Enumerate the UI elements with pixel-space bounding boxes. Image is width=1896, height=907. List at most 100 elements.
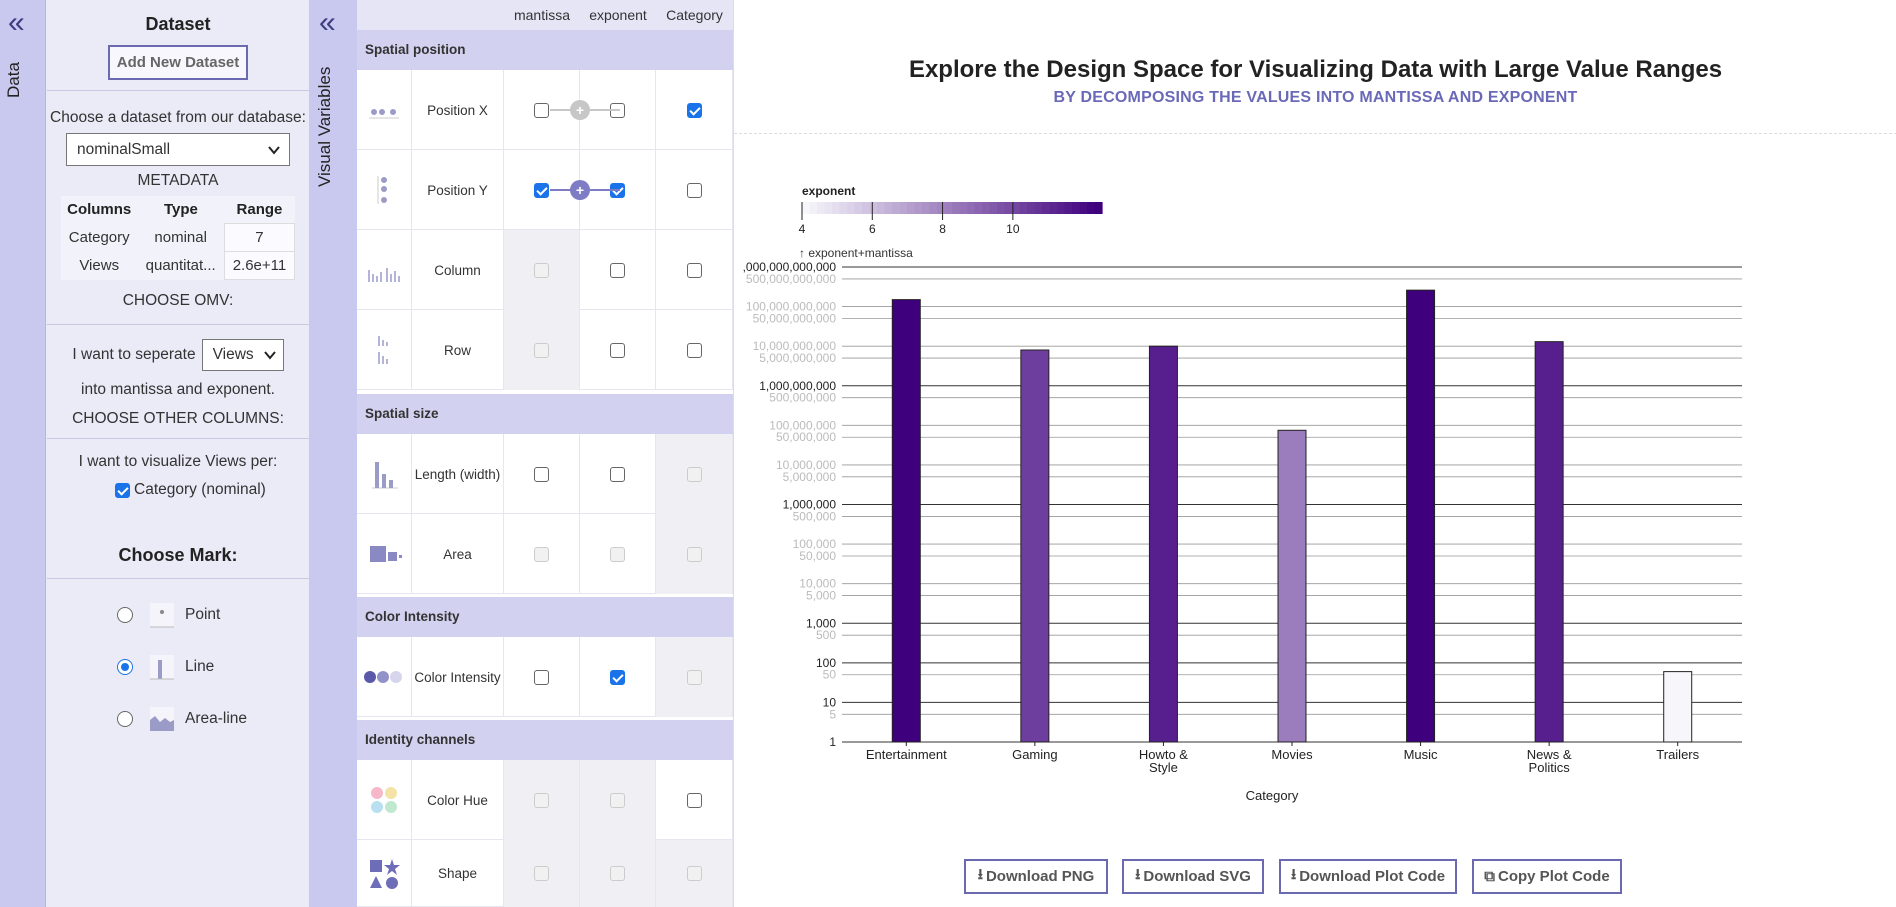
column-category-checkbox[interactable] — [686, 262, 702, 278]
table-cell: Views — [60, 251, 138, 280]
bar — [1406, 289, 1436, 743]
data-panel-toggle[interactable]: « Data — [0, 0, 46, 907]
length-icon — [372, 462, 398, 489]
position-x-mantissa-checkbox[interactable] — [534, 102, 549, 118]
row-mantissa-checkbox — [534, 342, 549, 358]
legend-swatch — [982, 202, 991, 214]
download-png-button[interactable]: ⭳ Download PNG — [964, 859, 1108, 894]
y-tick-label: 5,000,000,000 — [759, 351, 836, 365]
column-exponent-checkbox[interactable] — [610, 262, 625, 278]
x-tick-label-line: Gaming — [1012, 747, 1058, 762]
color-hue-category-checkbox[interactable] — [686, 792, 702, 808]
download-icon: ⭳ — [1135, 866, 1141, 883]
length-exponent-checkbox[interactable] — [610, 466, 625, 482]
area-line-radio[interactable] — [117, 711, 133, 727]
y-tick-label: 500,000,000 — [769, 391, 836, 405]
link-toggle-icon[interactable]: + — [570, 100, 590, 120]
double-chevron-left-icon[interactable]: « — [8, 6, 25, 39]
legend-swatch — [869, 202, 878, 214]
y-tick-label: 1 — [829, 735, 836, 749]
y-tick-label: 100 — [816, 656, 836, 670]
choose-mark-title: Choose Mark: — [118, 545, 238, 565]
legend-swatch — [832, 202, 841, 214]
legend-swatch — [944, 202, 953, 214]
legend-tick-label: 4 — [799, 222, 806, 236]
x-tick-label: Trailers — [1656, 747, 1699, 762]
mark-option-point[interactable]: Point — [47, 589, 309, 641]
vv-row-position-y: Position Y + — [357, 150, 733, 230]
section-color-intensity: Color Intensity — [357, 597, 733, 637]
vv-row-label: Color Hue — [412, 760, 504, 840]
legend-swatch — [937, 202, 946, 214]
download-plot-code-button[interactable]: ⭳ Download Plot Code — [1279, 859, 1457, 894]
legend-swatch — [1004, 202, 1013, 214]
copy-plot-code-button[interactable]: ⧉ Copy Plot Code — [1472, 859, 1622, 894]
choose-omv-label: CHOOSE OMV: — [122, 292, 234, 309]
col-header-category: Category — [666, 7, 723, 23]
y-axis-label: ↑ exponent+mantissa — [799, 246, 913, 260]
table-cell: 7 — [223, 223, 296, 252]
section-spatial-position: Spatial position — [357, 30, 733, 70]
color-intensity-mantissa-checkbox[interactable] — [534, 669, 549, 685]
x-axis-label: Category — [1246, 788, 1299, 803]
vv-row-position-x: Position X + — [357, 70, 733, 150]
area-line-mark-icon — [150, 707, 174, 731]
column-option[interactable]: Category (nominal) — [47, 481, 309, 499]
legend-swatch — [907, 202, 916, 214]
table-cell: quantitat... — [137, 251, 225, 280]
position-x-category-checkbox[interactable] — [686, 102, 702, 118]
double-chevron-left-icon[interactable]: « — [319, 6, 336, 39]
vv-row-area: Area — [357, 514, 733, 594]
y-tick-label: 10 — [823, 695, 837, 709]
legend-tick-label: 8 — [939, 222, 946, 236]
button-label: Download PNG — [985, 868, 1095, 885]
color-intensity-icon — [364, 671, 402, 683]
column-mantissa-checkbox — [534, 262, 549, 278]
link-toggle-icon[interactable]: + — [570, 180, 590, 200]
position-y-mantissa-checkbox[interactable] — [534, 182, 549, 198]
metadata-header: Range — [224, 196, 295, 224]
line-radio[interactable] — [117, 659, 133, 675]
visual-variables-toggle[interactable]: « Visual Variables — [309, 0, 357, 907]
add-new-dataset-button[interactable]: Add New Dataset — [108, 45, 248, 80]
chart-subtitle: BY DECOMPOSING THE VALUES INTO MANTISSA … — [1053, 89, 1578, 106]
mark-option-area-line[interactable]: Area-line — [47, 693, 309, 745]
length-mantissa-checkbox[interactable] — [534, 466, 549, 482]
area-exponent-checkbox — [610, 546, 625, 562]
omv-select[interactable]: Views — [201, 339, 284, 371]
point-mark-icon — [150, 603, 174, 628]
color-intensity-exponent-checkbox[interactable] — [610, 669, 625, 685]
y-tick-label: 50 — [823, 668, 837, 682]
legend-swatch — [1079, 202, 1088, 214]
legend-swatch — [989, 202, 998, 214]
chart-title: Explore the Design Space for Visualizing… — [908, 56, 1723, 83]
point-radio[interactable] — [117, 607, 133, 623]
visualize-label: I want to visualize Views per: — [78, 453, 278, 470]
table-row: Views quantitat... 2.6e+11 — [60, 251, 296, 280]
y-tick-label: 1,000,000 — [783, 498, 837, 512]
vv-row-shape: Shape — [357, 840, 733, 907]
shape-mantissa-checkbox — [534, 866, 549, 881]
position-x-icon — [369, 109, 399, 119]
dataset-select[interactable]: nominalSmall — [66, 133, 290, 166]
shape-category-checkbox — [686, 866, 702, 881]
vv-row-column: Column — [357, 230, 733, 310]
position-y-category-checkbox[interactable] — [686, 182, 702, 198]
area-category-checkbox — [686, 546, 702, 562]
vv-row-label: Position X — [412, 70, 504, 150]
category-checkbox[interactable] — [115, 482, 130, 498]
y-tick-label: 50,000,000 — [776, 430, 836, 444]
download-svg-button[interactable]: ⭳ Download SVG — [1122, 859, 1264, 894]
row-exponent-checkbox[interactable] — [610, 342, 625, 358]
row-category-checkbox[interactable] — [686, 342, 702, 358]
download-icon: ⭳ — [1290, 866, 1297, 883]
legend-swatch — [847, 202, 856, 214]
metadata-table: Columns Type Range Category nominal 7 Vi… — [60, 196, 296, 280]
bar — [891, 299, 921, 743]
column-option-label: Category (nominal) — [134, 481, 266, 498]
mark-label: Point — [185, 606, 221, 623]
x-tick-label: Gaming — [1012, 747, 1058, 762]
color-intensity-category-checkbox — [686, 669, 702, 685]
section-spatial-size: Spatial size — [357, 394, 733, 434]
mark-option-line[interactable]: Line — [47, 641, 309, 693]
